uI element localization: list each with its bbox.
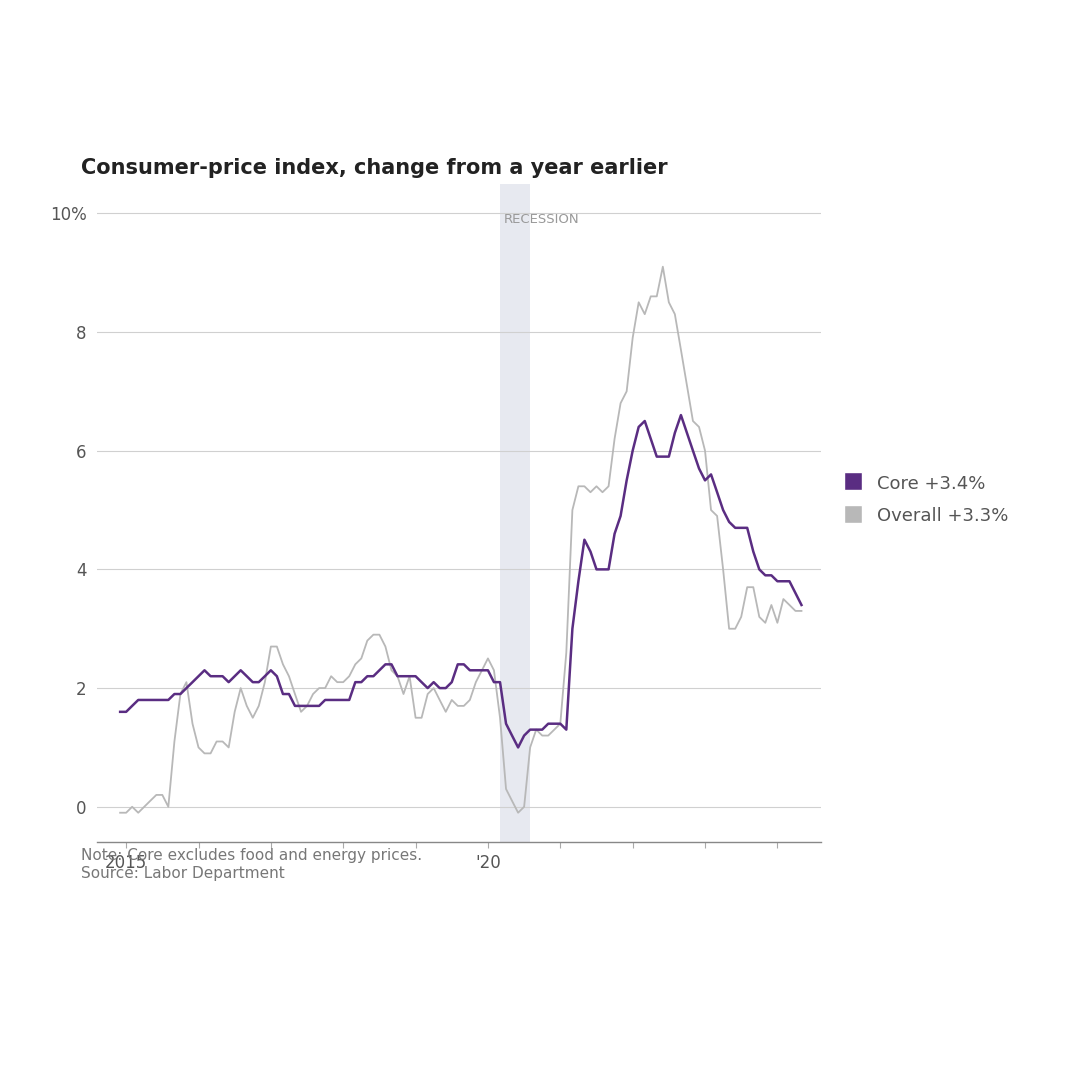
Bar [500, 184, 530, 842]
Legend: Core +3.4%, Overall +3.3%: Core +3.4%, Overall +3.3% [845, 474, 1008, 525]
Text: Consumer-price index, change from a year earlier: Consumer-price index, change from a year… [81, 158, 667, 178]
Text: Note: Core excludes food and energy prices.: Note: Core excludes food and energy pric… [81, 848, 422, 863]
Text: Source: Labor Department: Source: Labor Department [81, 866, 285, 881]
Text: RECESSION: RECESSION [504, 213, 580, 227]
